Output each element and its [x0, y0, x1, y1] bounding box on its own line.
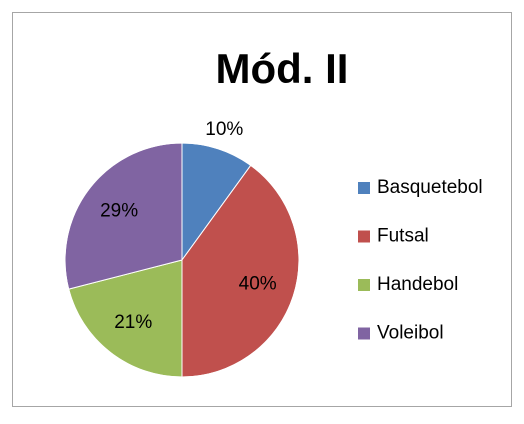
data-label: 21%	[114, 312, 152, 333]
data-label: 40%	[239, 274, 277, 295]
legend-label: Handebol	[377, 274, 458, 295]
data-label: 10%	[205, 119, 243, 140]
legend-label: Voleibol	[377, 323, 444, 344]
legend-swatch	[358, 279, 370, 291]
data-label: 29%	[100, 200, 138, 221]
legend-label: Futsal	[377, 226, 429, 247]
chart-title: Mód. II	[216, 45, 349, 92]
legend-swatch	[358, 230, 370, 243]
legend-swatch	[358, 182, 370, 194]
pie-outline	[64, 142, 300, 378]
legend-swatch	[358, 327, 370, 340]
legend-label: Basquetebol	[377, 177, 483, 198]
